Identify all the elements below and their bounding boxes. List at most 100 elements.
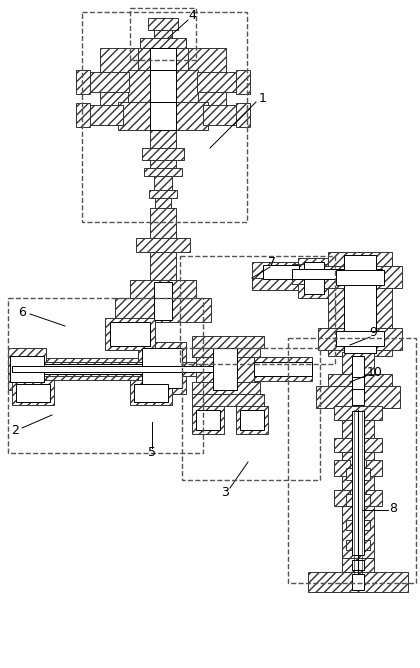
Bar	[150, 252, 176, 282]
Bar	[150, 48, 176, 70]
Bar	[192, 382, 260, 394]
Bar	[8, 348, 46, 390]
Bar	[254, 357, 312, 381]
Bar	[154, 30, 172, 38]
Bar	[352, 377, 364, 393]
Bar	[149, 190, 177, 198]
Bar	[155, 198, 171, 208]
Bar	[144, 168, 182, 176]
Text: 2: 2	[11, 424, 19, 436]
Bar	[308, 572, 408, 592]
Bar	[318, 266, 402, 288]
Text: 7: 7	[268, 255, 276, 269]
Bar	[192, 406, 224, 434]
Bar	[154, 298, 172, 320]
Bar	[180, 256, 335, 364]
Bar	[263, 265, 299, 279]
Bar	[304, 262, 324, 294]
Bar	[240, 410, 264, 430]
Bar	[150, 208, 176, 238]
Bar	[182, 348, 320, 480]
Bar	[138, 342, 186, 394]
Bar	[334, 438, 382, 452]
Text: 1: 1	[259, 92, 267, 104]
Bar	[346, 494, 370, 506]
Bar	[138, 48, 188, 70]
Text: 3: 3	[221, 486, 229, 498]
Bar	[336, 270, 384, 285]
Bar	[150, 130, 176, 150]
Bar	[316, 386, 400, 408]
Bar	[100, 48, 138, 108]
Bar	[366, 490, 382, 506]
Text: 5: 5	[148, 446, 156, 458]
Bar	[366, 460, 382, 476]
Bar	[148, 18, 178, 30]
Bar	[254, 362, 312, 376]
Bar	[252, 278, 310, 290]
Bar	[130, 280, 196, 300]
Bar	[150, 160, 176, 168]
Bar	[142, 348, 182, 388]
Bar	[334, 490, 350, 506]
Bar	[82, 12, 247, 222]
Bar	[188, 48, 226, 108]
Bar	[292, 269, 382, 279]
Bar	[328, 252, 392, 356]
Bar	[136, 238, 190, 252]
Bar	[352, 389, 364, 405]
Bar	[292, 264, 382, 284]
Bar	[130, 8, 196, 60]
Bar	[236, 406, 268, 434]
Text: 6: 6	[18, 305, 26, 319]
Bar	[236, 70, 250, 94]
Bar	[154, 176, 172, 190]
Bar	[85, 72, 129, 92]
Bar	[196, 410, 220, 430]
Bar	[142, 148, 184, 160]
Text: 9: 9	[369, 325, 377, 339]
Bar	[346, 540, 370, 550]
Bar	[192, 345, 260, 357]
Bar	[16, 384, 50, 402]
Bar	[8, 298, 203, 453]
Bar	[12, 364, 182, 374]
Bar	[288, 338, 416, 583]
Bar	[130, 380, 172, 405]
Text: 4: 4	[188, 9, 196, 21]
Bar	[346, 520, 370, 530]
Bar	[150, 70, 176, 102]
Bar	[346, 468, 370, 480]
Bar	[344, 255, 376, 353]
Bar	[110, 322, 150, 346]
Bar	[12, 366, 230, 372]
Bar	[213, 348, 237, 390]
Bar	[203, 105, 241, 125]
Bar	[140, 38, 186, 48]
Bar	[118, 102, 208, 130]
Text: 8: 8	[389, 502, 397, 514]
Bar	[76, 103, 90, 127]
Bar	[342, 408, 374, 558]
Bar	[352, 574, 364, 590]
Bar	[334, 460, 350, 476]
Bar	[342, 352, 374, 380]
Bar	[10, 356, 44, 382]
Bar	[342, 558, 374, 572]
Bar	[197, 72, 241, 92]
Bar	[192, 336, 264, 348]
Bar	[154, 282, 172, 300]
Bar	[336, 331, 384, 346]
Bar	[328, 374, 392, 396]
Text: 10: 10	[367, 365, 383, 379]
Bar	[252, 262, 310, 282]
Bar	[12, 362, 230, 376]
Bar	[192, 394, 264, 406]
Bar	[352, 411, 364, 555]
Bar	[134, 384, 168, 402]
Bar	[105, 318, 155, 350]
Bar	[334, 406, 382, 420]
Bar	[12, 358, 182, 380]
Bar	[352, 560, 364, 570]
Bar	[115, 298, 211, 322]
